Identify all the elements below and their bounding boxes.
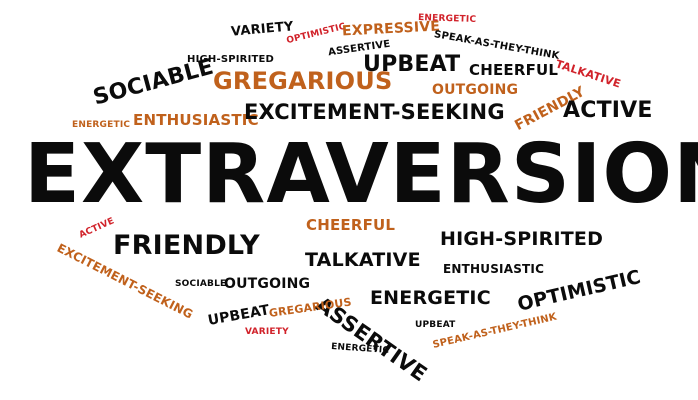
word-sociable-2: SOCIABLE — [175, 279, 227, 289]
word-cheerful: CHEERFUL — [469, 61, 559, 79]
word-high-spirited-2: HIGH-SPIRITED — [440, 228, 604, 250]
word-excitement-seeking: EXCITEMENT-SEEKING — [244, 100, 505, 124]
word-energetic-3: ENERGETIC — [370, 287, 491, 309]
word-friendly-2: FRIENDLY — [113, 230, 260, 261]
word-talkative: TALKATIVE — [553, 57, 623, 91]
word-high-spirited: HIGH-SPIRITED — [187, 54, 275, 65]
word-enthusiastic-2: ENTHUSIASTIC — [443, 262, 545, 276]
word-energetic-2: ENERGETIC — [72, 120, 131, 130]
word-sociable: SOCIABLE — [90, 54, 217, 111]
word-upbeat: UPBEAT — [363, 52, 461, 77]
word-talkative-2: TALKATIVE — [305, 249, 421, 271]
word-upbeat-2: UPBEAT — [206, 302, 271, 329]
word-gregarious: GREGARIOUS — [213, 67, 393, 95]
word-enthusiastic: ENTHUSIASTIC — [133, 111, 259, 129]
word-upbeat-3: UPBEAT — [415, 320, 456, 330]
word-variety-2: VARIETY — [245, 327, 289, 337]
word-outgoing-2: OUTGOING — [224, 276, 311, 292]
word-energetic-4: ENERGETIC — [330, 341, 390, 357]
word-outgoing: OUTGOING — [432, 82, 519, 98]
word-active: ACTIVE — [563, 98, 653, 123]
word-speak-as-they-think-2: SPEAK-AS-THEY-THINK — [431, 311, 558, 351]
word-extraversion: EXTRAVERSION — [24, 127, 698, 222]
word-optimistic: OPTIMISTIC — [285, 21, 347, 47]
word-cheerful-2: CHEERFUL — [306, 216, 396, 234]
